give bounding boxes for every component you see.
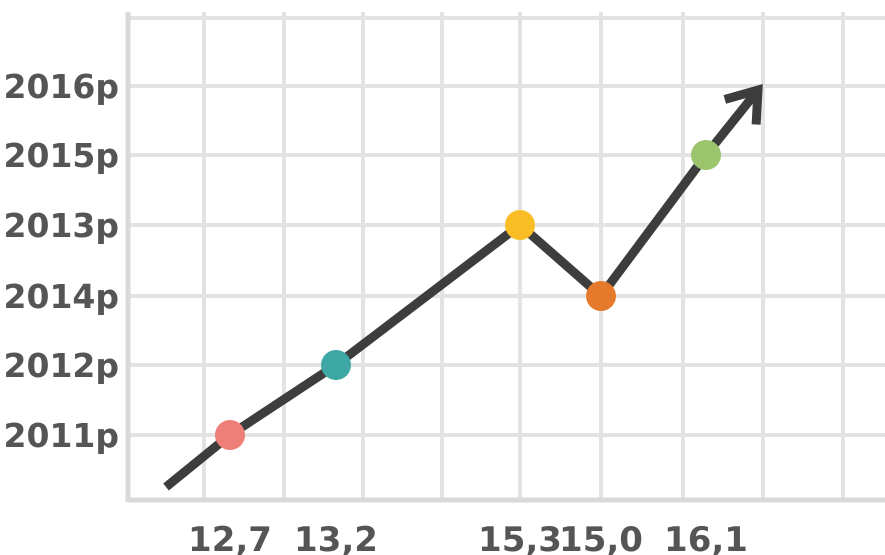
y-axis-labels: 2011р 2012р 2014р 2013р 2015р 2016р [4,67,119,455]
chart-axes [125,12,885,503]
data-point [505,210,535,240]
y-tick-label: 2012р [4,346,119,385]
x-axis-labels: 12,7 13,2 15,315,0 16,1 [188,520,748,555]
x-tick-label: 16,1 [664,520,748,555]
data-point [321,350,351,380]
data-point [215,420,245,450]
y-tick-label: 2013р [4,206,119,245]
y-tick-label: 2016р [4,67,119,106]
chart-series [163,83,763,491]
data-point [691,140,721,170]
y-tick-label: 2011р [4,416,119,455]
y-tick-label: 2015р [4,136,119,175]
x-tick-label: 15,3 [478,520,562,555]
data-point [586,281,616,311]
x-tick-label: 13,2 [294,520,378,555]
x-tick-label: 15,0 [559,520,643,555]
trend-arrow-head [723,83,763,125]
y-tick-label: 2014р [4,277,119,316]
x-tick-label: 12,7 [188,520,272,555]
